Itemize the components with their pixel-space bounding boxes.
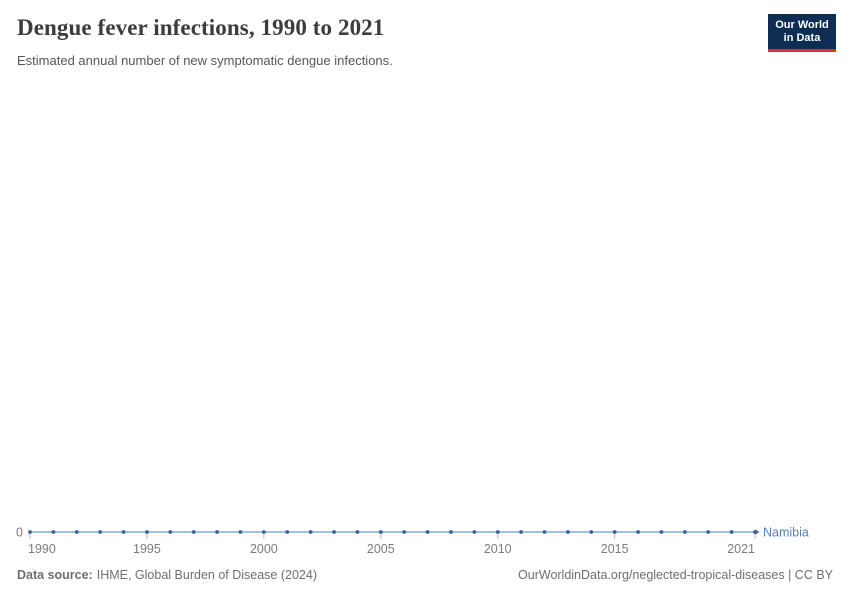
chart-title: Dengue fever infections, 1990 to 2021 <box>17 15 385 40</box>
x-axis-label: 2005 <box>367 542 395 556</box>
data-source: Data source: IHME, Global Burden of Disea… <box>17 568 317 582</box>
data-point[interactable] <box>706 530 711 534</box>
line-chart-plot[interactable]: 1990 1995 2000 2005 2010 2015 2021 0 Namibia <box>0 500 850 562</box>
data-point[interactable] <box>542 530 547 534</box>
x-axis-label: 2010 <box>484 542 512 556</box>
line-end-arrow-icon <box>755 529 760 535</box>
x-axis-label: 2015 <box>601 542 629 556</box>
data-source-text: IHME, Global Burden of Disease (2024) <box>96 568 317 582</box>
data-point[interactable] <box>332 530 336 534</box>
data-point[interactable] <box>215 530 219 534</box>
data-point[interactable] <box>28 530 32 534</box>
data-point[interactable] <box>519 530 524 534</box>
data-point[interactable] <box>612 530 617 534</box>
data-point[interactable] <box>659 530 664 534</box>
data-point[interactable] <box>98 530 103 534</box>
owid-logo[interactable]: Our World in Data <box>768 14 836 52</box>
data-point[interactable] <box>472 530 477 534</box>
data-point[interactable] <box>589 530 594 534</box>
data-point[interactable] <box>51 530 56 534</box>
chart-footer: Data source: IHME, Global Burden of Disea… <box>17 568 833 582</box>
x-axis-label: 1995 <box>133 542 161 556</box>
data-point[interactable] <box>425 530 430 534</box>
y-axis-label: 0 <box>16 526 23 540</box>
data-point[interactable] <box>285 530 290 534</box>
data-point[interactable] <box>729 530 734 534</box>
data-point[interactable] <box>191 530 196 534</box>
x-axis-label: 2000 <box>250 542 278 556</box>
data-point[interactable] <box>121 530 126 534</box>
data-point[interactable] <box>495 530 500 534</box>
data-point[interactable] <box>74 530 79 534</box>
data-point[interactable] <box>402 530 407 534</box>
data-point[interactable] <box>145 530 149 534</box>
data-point[interactable] <box>168 530 173 534</box>
data-point[interactable] <box>261 530 266 534</box>
data-point[interactable] <box>378 530 383 534</box>
data-point[interactable] <box>566 530 570 534</box>
data-source-label: Data source: <box>17 568 93 582</box>
data-point[interactable] <box>682 530 687 534</box>
data-point[interactable] <box>449 530 453 534</box>
entity-label[interactable]: Namibia <box>763 526 809 540</box>
x-axis-label: 2021 <box>727 542 755 556</box>
owid-logo-line2: in Data <box>783 31 821 44</box>
chart-subtitle: Estimated annual number of new symptomat… <box>17 53 393 68</box>
x-axis-label: 1990 <box>28 542 56 556</box>
data-point[interactable] <box>238 530 243 534</box>
attribution-link[interactable]: OurWorldinData.org/neglected-tropical-di… <box>518 568 833 582</box>
data-point[interactable] <box>636 530 640 534</box>
data-point[interactable] <box>355 530 360 534</box>
owid-logo-line1: Our World <box>775 18 829 31</box>
data-point[interactable] <box>308 530 313 534</box>
